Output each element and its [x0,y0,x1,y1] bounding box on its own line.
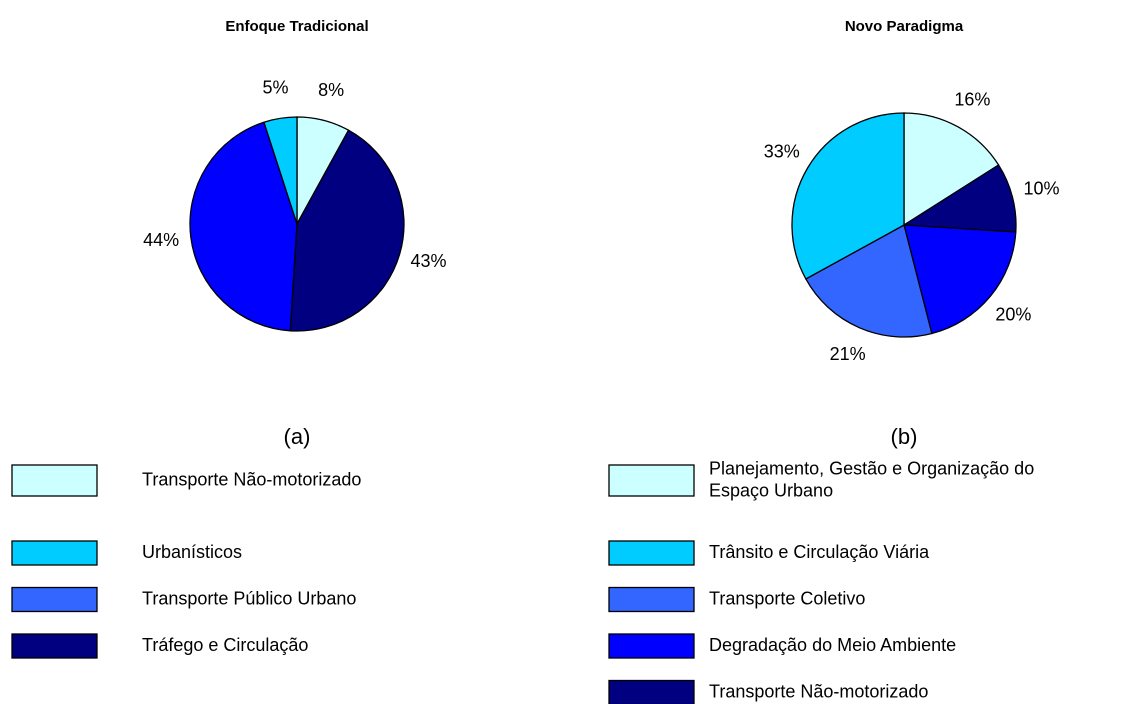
data-label: 8% [318,80,344,100]
data-label: 10% [1024,178,1060,198]
legend-swatch [11,633,98,659]
pie-slice [903,224,1017,335]
caption: (a) [284,424,311,449]
data-label: 16% [954,89,990,109]
legend-swatch [608,679,695,704]
legend-swatch [11,540,98,566]
legend-label: Transporte Não-motorizado [142,469,361,489]
caption: (b) [891,424,918,449]
legend-label: Transporte Coletivo [709,588,865,608]
legend-swatch [11,586,98,613]
chart-title: Novo Paradigma [845,18,964,35]
data-label: 44% [143,230,179,250]
legend-label: Trânsito e Circulação Viária [709,542,930,562]
data-label: 5% [263,77,289,97]
legend-swatch [608,586,695,613]
legend-swatch [11,464,98,497]
pie-slice [791,112,905,280]
data-label: 43% [411,251,447,271]
chart-title: Enfoque Tradicional [225,18,368,35]
pie-slice [903,112,1000,227]
legend-label: Espaço Urbano [709,480,833,500]
legend-swatch [608,540,695,566]
legend-label: Degradação do Meio Ambiente [709,635,956,655]
pie-slice [289,129,405,332]
data-label: 20% [995,304,1031,324]
pie-slice [263,116,298,225]
legend-label: Planejamento, Gestão e Organização do [709,458,1034,478]
legend-label: Transporte Não-motorizado [709,681,928,701]
data-label: 33% [764,141,800,161]
legend-swatch [608,464,695,497]
legend-label: Urbanísticos [142,542,242,562]
legend-label: Transporte Público Urbano [142,588,356,608]
data-label: 21% [830,344,866,364]
pie-slice [804,224,933,338]
legend-label: Tráfego e Circulação [142,635,308,655]
legend-swatch [608,633,695,659]
pie-slice [189,121,298,332]
